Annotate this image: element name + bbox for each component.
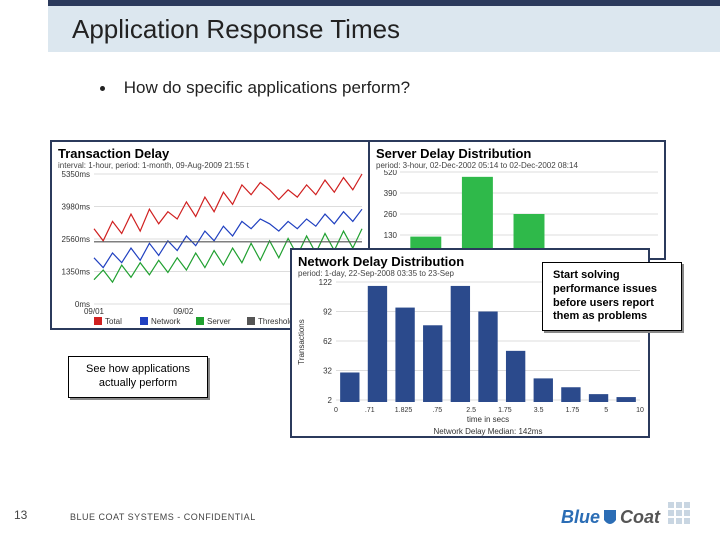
logo-squares-icon bbox=[668, 502, 690, 524]
svg-text:1.75: 1.75 bbox=[498, 407, 512, 414]
svg-text:.75: .75 bbox=[432, 407, 442, 414]
svg-text:0: 0 bbox=[334, 407, 338, 414]
svg-text:1.75: 1.75 bbox=[566, 407, 580, 414]
page-number: 13 bbox=[14, 508, 27, 522]
svg-text:2: 2 bbox=[328, 396, 333, 405]
svg-text:62: 62 bbox=[323, 337, 332, 346]
svg-text:Network: Network bbox=[151, 317, 181, 326]
svg-text:Total: Total bbox=[105, 317, 122, 326]
transaction-delay-title: Transaction Delay bbox=[52, 142, 368, 161]
server-delay-title: Server Delay Distribution bbox=[370, 142, 664, 161]
bullet-dot-icon bbox=[100, 86, 105, 91]
svg-text:3980ms: 3980ms bbox=[62, 203, 90, 212]
logo-shield-icon bbox=[602, 508, 618, 528]
callout-left-text: See how applications actually perform bbox=[86, 363, 190, 389]
svg-text:5350ms: 5350ms bbox=[62, 170, 90, 179]
svg-text:Server: Server bbox=[207, 317, 231, 326]
title-bar: Application Response Times bbox=[48, 6, 720, 52]
svg-text:.71: .71 bbox=[365, 407, 375, 414]
svg-text:time in secs: time in secs bbox=[467, 415, 509, 424]
svg-text:09/02: 09/02 bbox=[173, 307, 194, 316]
callout-left: See how applications actually perform bbox=[68, 356, 208, 398]
logo-part1: Blue bbox=[561, 507, 600, 528]
svg-text:2.5: 2.5 bbox=[466, 407, 476, 414]
server-delay-subtitle: period: 3-hour, 02-Dec-2002 05:14 to 02-… bbox=[370, 161, 664, 170]
callout-right-text: Start solving performance issues before … bbox=[553, 269, 657, 322]
logo: Blue Coat bbox=[561, 507, 660, 528]
svg-text:Network Delay Median: 142ms: Network Delay Median: 142ms bbox=[434, 427, 543, 436]
svg-text:09/01: 09/01 bbox=[84, 307, 105, 316]
svg-text:92: 92 bbox=[323, 308, 332, 317]
svg-text:520: 520 bbox=[384, 170, 398, 177]
svg-text:122: 122 bbox=[319, 278, 333, 287]
svg-text:390: 390 bbox=[384, 189, 398, 198]
transaction-delay-subtitle: interval: 1-hour, period: 1-month, 09-Au… bbox=[52, 161, 368, 170]
svg-text:Transactions: Transactions bbox=[297, 319, 306, 365]
svg-text:3.5: 3.5 bbox=[534, 407, 544, 414]
callout-right: Start solving performance issues before … bbox=[542, 262, 682, 331]
footer-confidential: BLUE COAT SYSTEMS - CONFIDENTIAL bbox=[70, 512, 256, 522]
svg-text:130: 130 bbox=[384, 231, 398, 240]
svg-text:1350ms: 1350ms bbox=[62, 268, 90, 277]
slide-title: Application Response Times bbox=[72, 14, 400, 45]
logo-part2: Coat bbox=[620, 507, 660, 528]
svg-text:260: 260 bbox=[384, 210, 398, 219]
svg-text:10: 10 bbox=[636, 407, 644, 414]
svg-text:Threshold: Threshold bbox=[258, 317, 294, 326]
bullet-line: How do specific applications perform? bbox=[100, 78, 410, 98]
svg-text:5: 5 bbox=[604, 407, 608, 414]
server-delay-panel: Server Delay Distribution period: 3-hour… bbox=[368, 140, 666, 260]
bullet-text: How do specific applications perform? bbox=[124, 78, 410, 97]
svg-text:1.825: 1.825 bbox=[395, 407, 413, 414]
svg-text:2560ms: 2560ms bbox=[62, 235, 90, 244]
svg-text:32: 32 bbox=[323, 367, 332, 376]
